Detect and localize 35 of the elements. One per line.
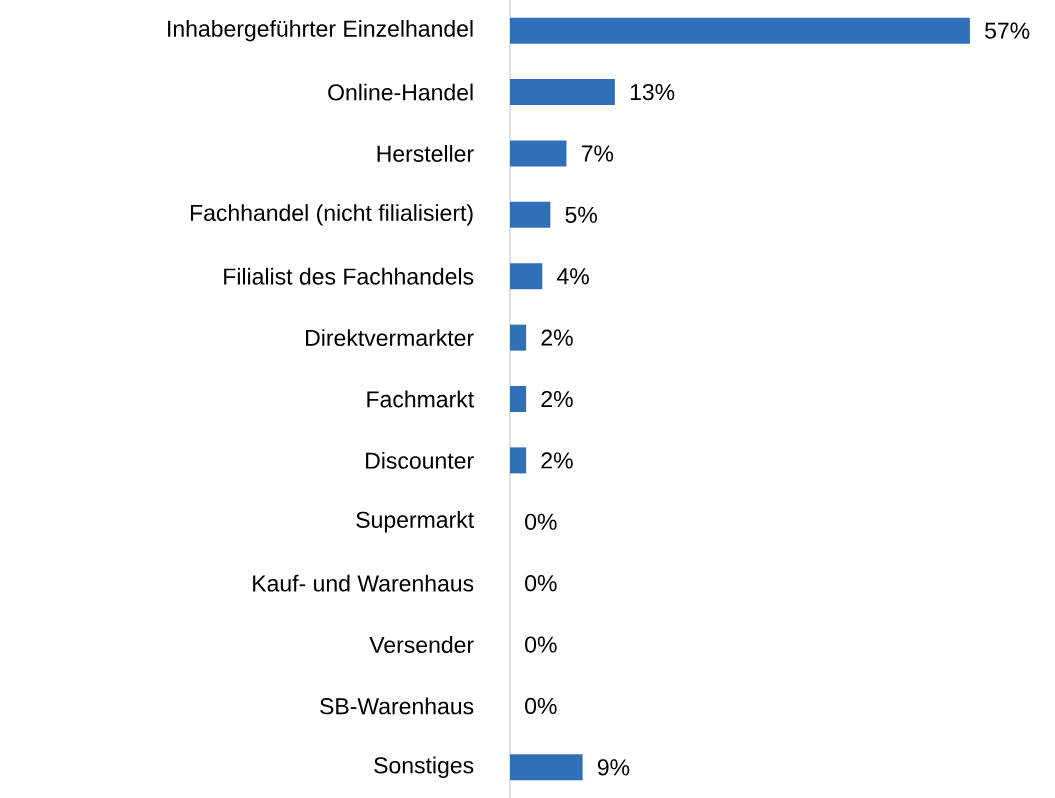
- y-tick-label: Online-Handel: [328, 83, 473, 101]
- y-tick-label: Fachmarkt: [367, 390, 474, 408]
- data-label: 0%: [525, 697, 557, 715]
- data-label: 2%: [541, 329, 573, 346]
- data-label: 13%: [630, 83, 675, 101]
- bar: [510, 17, 970, 44]
- data-label: 4%: [557, 268, 589, 285]
- y-tick-label: SB-Warenhaus: [320, 697, 474, 715]
- bar: [510, 324, 527, 351]
- data-label: 0%: [525, 575, 557, 592]
- data-label: 9%: [597, 759, 630, 776]
- bar: [510, 263, 543, 290]
- y-tick-label: Supermarkt: [356, 511, 474, 533]
- data-label: 5%: [565, 206, 597, 223]
- bar: [510, 140, 567, 167]
- data-label: 2%: [541, 390, 573, 408]
- y-tick-label: Filialist des Fachhandels: [224, 267, 474, 285]
- data-label: 7%: [581, 145, 614, 162]
- bar: [510, 447, 527, 474]
- y-tick-label: Versender: [369, 636, 474, 653]
- y-tick-label: Fachhandel (nicht filialisiert): [190, 204, 473, 226]
- bar: [510, 79, 615, 106]
- bar: [510, 201, 551, 228]
- y-tick-label: Kauf- und Warenhaus: [253, 574, 474, 592]
- y-tick-label: Discounter: [366, 451, 474, 469]
- bar: [510, 754, 583, 781]
- y-tick-label: Direktvermarkter: [306, 329, 474, 347]
- y-tick-label: Hersteller: [377, 145, 474, 162]
- data-label: 0%: [525, 636, 557, 653]
- y-tick-label: Inhabergeführter Einzelhandel: [168, 19, 473, 42]
- y-tick-label: Sonstiges: [374, 756, 474, 779]
- data-label: 2%: [541, 452, 573, 469]
- data-label: 57%: [985, 22, 1030, 39]
- data-label: 0%: [525, 513, 557, 530]
- bar: [510, 386, 527, 413]
